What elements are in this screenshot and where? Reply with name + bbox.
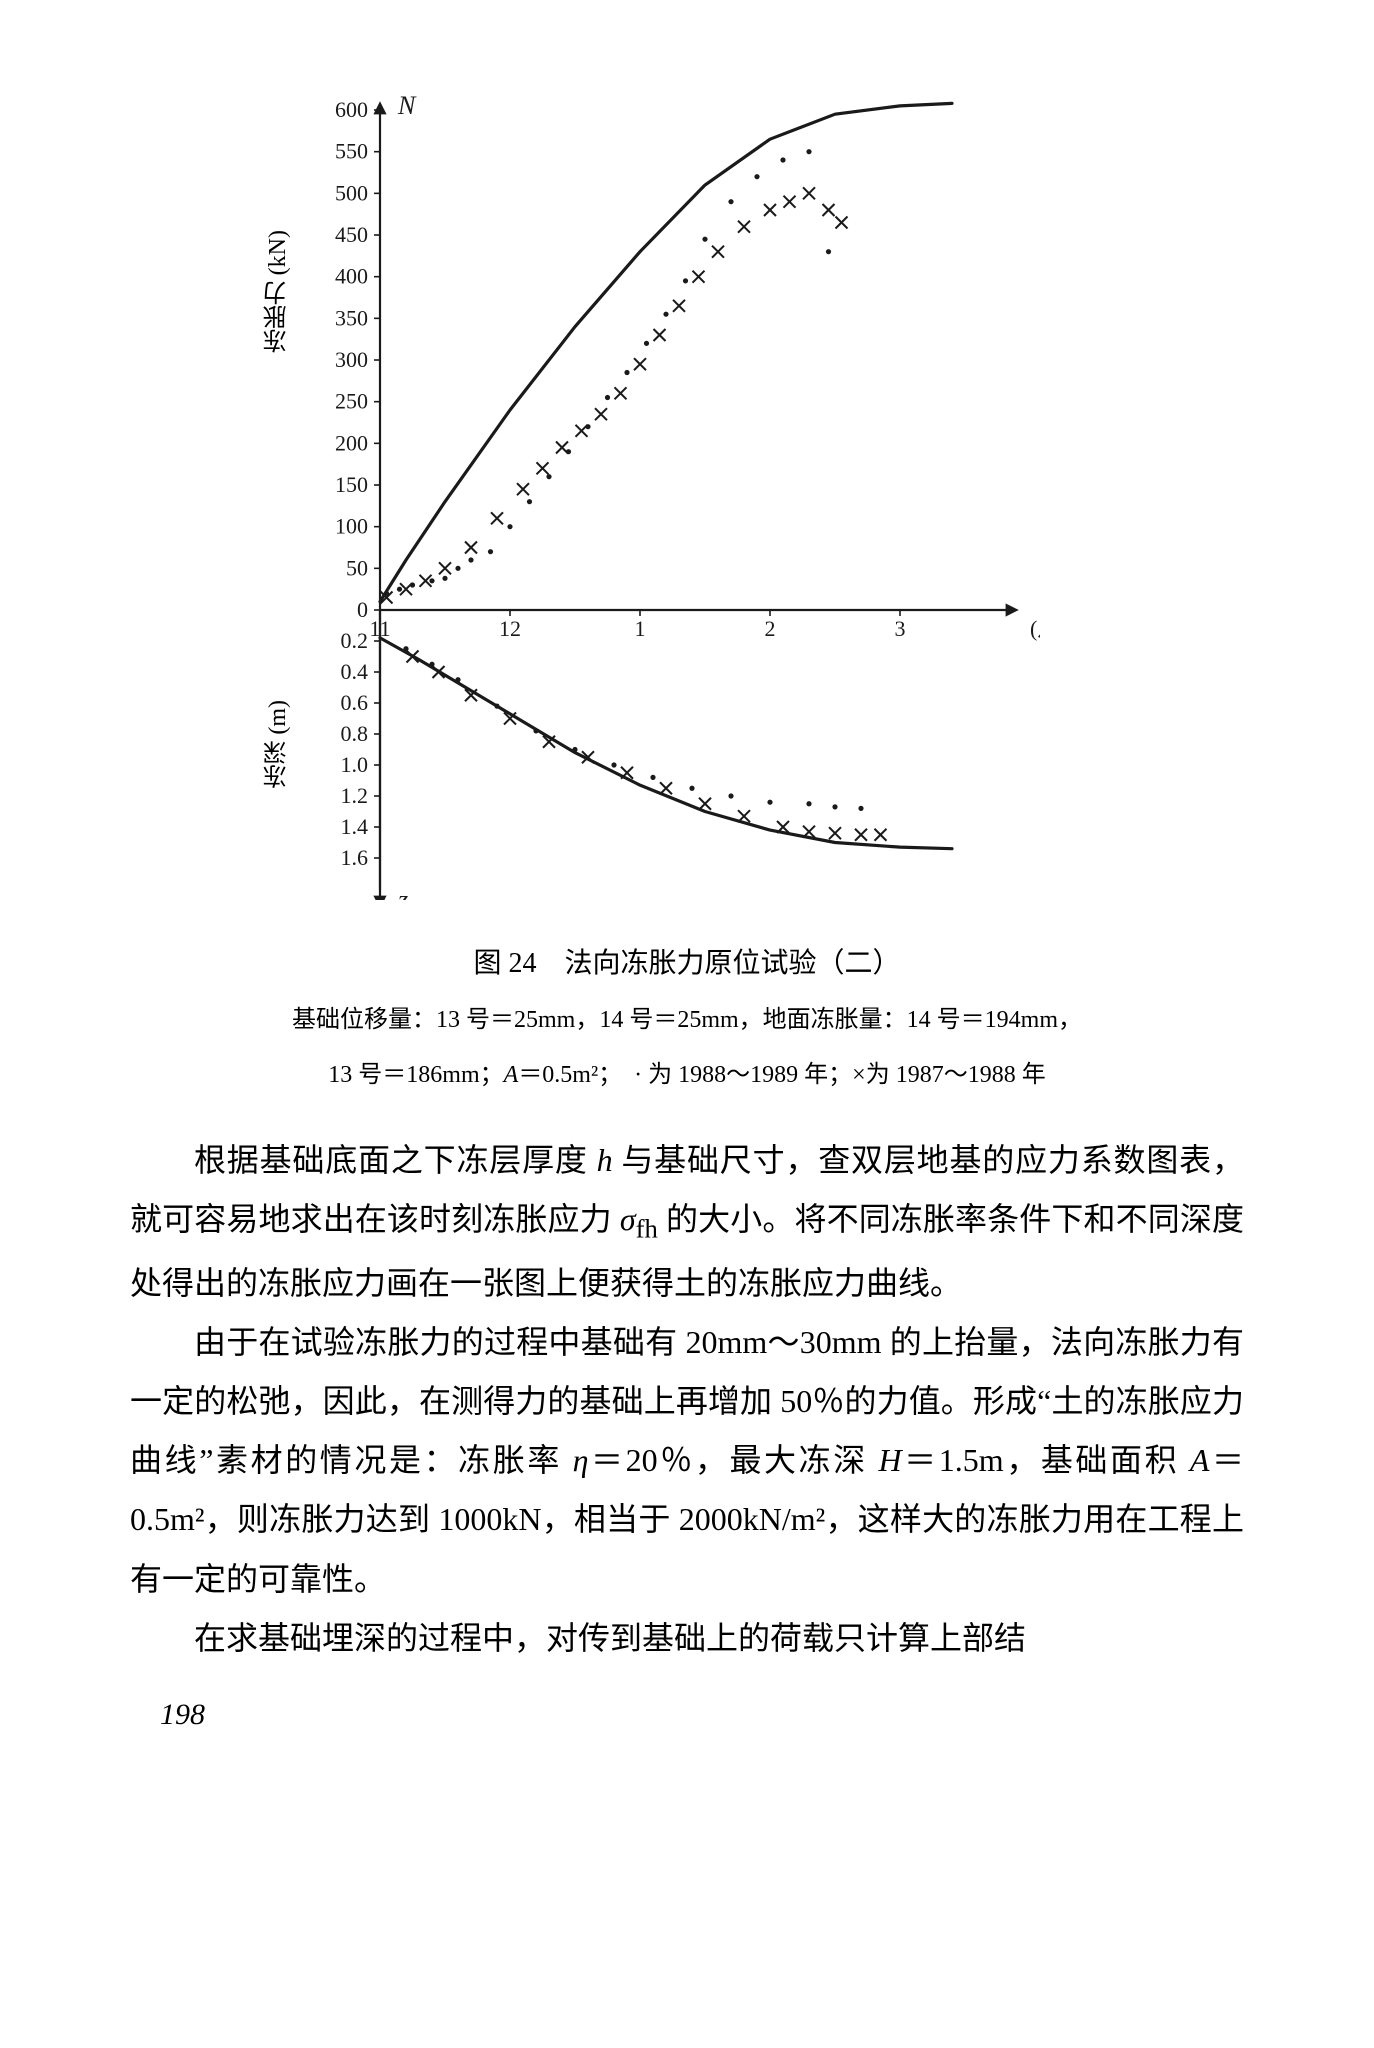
svg-text:0.2: 0.2 — [341, 628, 369, 653]
svg-text:0.8: 0.8 — [341, 721, 369, 746]
svg-text:600: 600 — [335, 97, 368, 122]
svg-text:500: 500 — [335, 180, 368, 205]
svg-text:N: N — [397, 91, 417, 120]
figure-subcaption-2: 13 号＝186mm；A＝0.5m²； · 为 1988～1989 年；×为 1… — [130, 1053, 1244, 1099]
svg-text:1.4: 1.4 — [341, 814, 369, 839]
paragraph-3: 在求基础埋深的过程中，对传到基础上的荷载只计算上部结 — [130, 1609, 1244, 1668]
paragraph-1: 根据基础底面之下冻层厚度 h 与基础尺寸，查双层地基的应力系数图表，就可容易地求… — [130, 1131, 1244, 1313]
svg-text:300: 300 — [335, 347, 368, 372]
svg-text:150: 150 — [335, 472, 368, 497]
svg-text:250: 250 — [335, 389, 368, 414]
svg-text:450: 450 — [335, 222, 368, 247]
y-axis-label-bottom: 冻深 (m) — [260, 700, 295, 789]
svg-text:(月): (月) — [1030, 616, 1040, 641]
svg-text:400: 400 — [335, 264, 368, 289]
figure-caption: 图 24 法向冻胀力原位试验（二） — [130, 940, 1244, 988]
svg-text:0: 0 — [357, 597, 368, 622]
page-number: 198 — [160, 1698, 1244, 1732]
figure-subcaption-1: 基础位移量：13 号＝25mm，14 号＝25mm，地面冻胀量：14 号＝194… — [130, 998, 1244, 1044]
svg-text:z: z — [397, 885, 408, 900]
svg-text:50: 50 — [346, 555, 368, 580]
svg-text:200: 200 — [335, 430, 368, 455]
svg-text:0.4: 0.4 — [341, 659, 369, 684]
svg-text:1.6: 1.6 — [341, 845, 369, 870]
body-text: 根据基础底面之下冻层厚度 h 与基础尺寸，查双层地基的应力系数图表，就可容易地求… — [130, 1131, 1244, 1668]
svg-text:1.2: 1.2 — [341, 783, 369, 808]
chart-svg: Nz 0 50 100 150 200 250 300 350 400 450 500 550 600 1 1… — [280, 80, 1040, 900]
svg-text:2: 2 — [765, 616, 776, 641]
svg-text:3: 3 — [895, 616, 906, 641]
svg-text:1.0: 1.0 — [341, 752, 369, 777]
paragraph-2: 由于在试验冻胀力的过程中基础有 20mm～30mm 的上抬量，法向冻胀力有一定的… — [130, 1313, 1244, 1609]
y-axis-label-top: 冻胀力 (kN) — [260, 230, 295, 353]
svg-text:0.6: 0.6 — [341, 690, 369, 715]
svg-text:350: 350 — [335, 305, 368, 330]
svg-text:1: 1 — [635, 616, 646, 641]
svg-text:12: 12 — [499, 616, 521, 641]
svg-text:550: 550 — [335, 139, 368, 164]
svg-text:100: 100 — [335, 514, 368, 539]
chart-container: 冻胀力 (kN) 冻深 (m) Nz0501001502002503003504… — [280, 80, 1040, 900]
